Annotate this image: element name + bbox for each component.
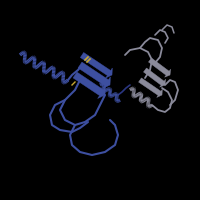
Polygon shape (139, 78, 162, 97)
Polygon shape (73, 72, 105, 98)
Polygon shape (148, 58, 171, 77)
Polygon shape (80, 53, 112, 78)
Polygon shape (144, 68, 166, 87)
Polygon shape (78, 62, 110, 88)
